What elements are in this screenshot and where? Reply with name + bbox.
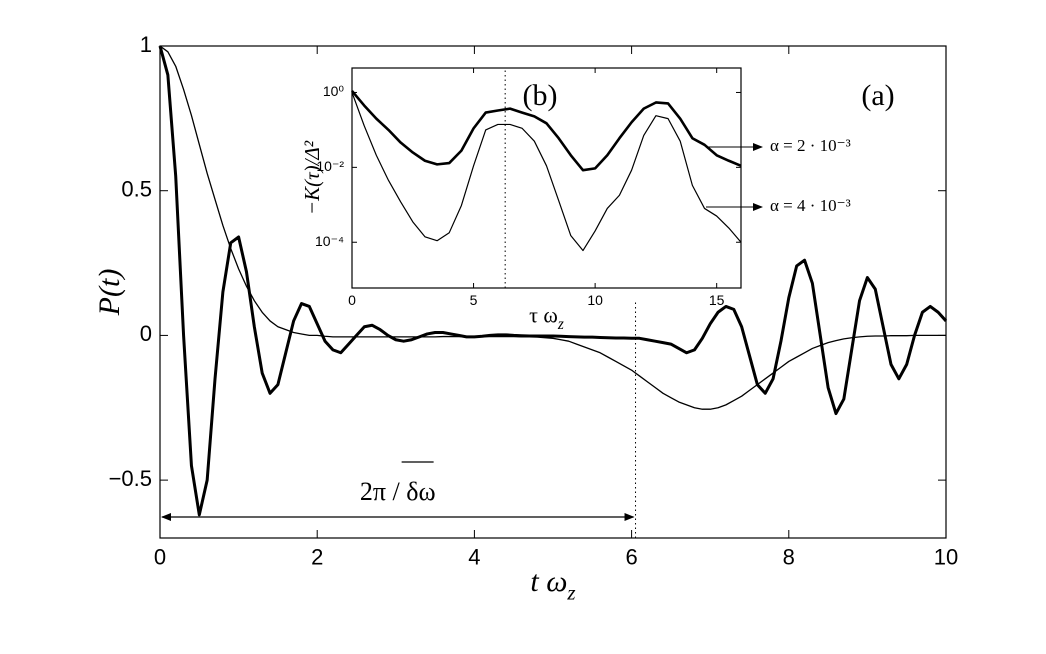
x-tick-label: 6	[625, 545, 637, 570]
plot-area	[351, 67, 742, 289]
x-tick-label: 0	[154, 545, 166, 570]
x-axis-label-sub: z	[566, 581, 575, 605]
y-axis-label: P(t)	[93, 269, 126, 317]
series-line	[351, 92, 742, 252]
y-tick-label: 0	[140, 321, 152, 346]
x-tick-label: 10	[934, 545, 958, 570]
series-label: α = 4 · 10⁻³	[770, 196, 851, 215]
x-tick-label: 8	[783, 545, 795, 570]
x-axis-label-main: τ ω	[529, 302, 558, 327]
series-label: α = 2 · 10⁻³	[770, 136, 851, 155]
x-axis-label: τ ωz	[529, 302, 564, 332]
x-tick-label: 0	[348, 292, 356, 308]
x-axis-label-main: t ω	[530, 565, 567, 598]
panel-label: (a)	[861, 79, 894, 112]
panel-label: (b)	[523, 79, 558, 112]
y-tick-label: 0.5	[121, 177, 152, 202]
x-axis-label-sub: z	[557, 316, 564, 333]
x-tick-label: 15	[709, 292, 725, 308]
y-tick-label: −0.5	[109, 466, 152, 491]
x-tick-label: 4	[468, 545, 480, 570]
y-tick-label: 10⁰	[323, 83, 345, 99]
series-line	[159, 45, 946, 410]
y-tick-label: 10⁻⁴	[315, 233, 344, 249]
x-tick-label: 5	[470, 292, 478, 308]
x-tick-label: 10	[587, 292, 603, 308]
x-tick-label: 2	[311, 545, 323, 570]
y-axis-label: −K(τ)/Δ²	[300, 140, 324, 215]
x-axis-label: t ωz	[530, 565, 575, 604]
series-line	[351, 90, 742, 172]
y-tick-label: 10⁻²	[316, 158, 344, 174]
span-label: 2π / δω	[360, 477, 436, 506]
y-tick-label: 1	[140, 32, 152, 57]
